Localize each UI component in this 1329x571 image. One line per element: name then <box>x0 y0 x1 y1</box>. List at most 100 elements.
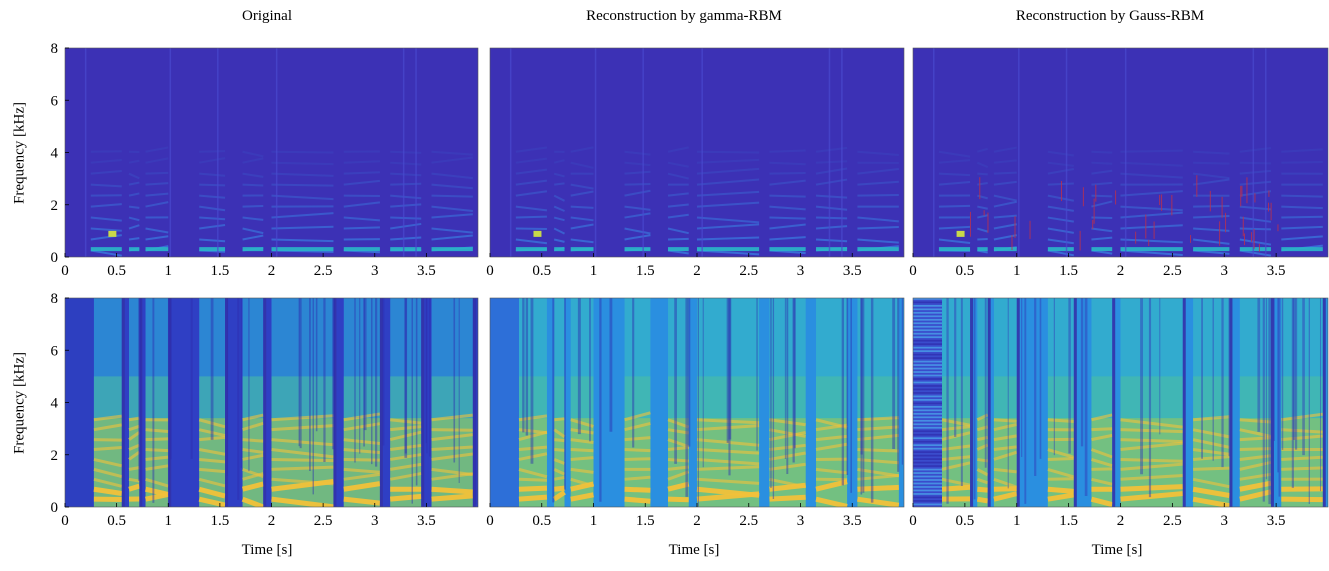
harmonic-line <box>343 179 381 186</box>
harmonic-line <box>431 183 473 190</box>
harmonic-line <box>199 457 226 464</box>
harmonic-line <box>1120 484 1183 492</box>
harmonic-line <box>1239 428 1272 438</box>
harmonic-line <box>1047 161 1074 167</box>
noise-stripe <box>913 385 943 387</box>
x-tick-label: 1.5 <box>1059 513 1078 529</box>
harmonic-line <box>667 227 689 235</box>
x-tick-label: 3 <box>1221 263 1229 279</box>
harmonic-line <box>515 190 548 197</box>
x-tick-label: 3 <box>371 263 379 279</box>
harmonic-line <box>145 201 169 208</box>
harmonic-line <box>977 457 988 463</box>
harmonic-line <box>1239 447 1271 452</box>
harmonic-line <box>554 417 565 422</box>
harmonic-line <box>696 477 760 485</box>
harmonic-line <box>1193 227 1230 232</box>
harmonic-line <box>145 464 169 471</box>
harmonic-line <box>128 224 140 230</box>
harmonic-line <box>696 167 760 175</box>
harmonic-line <box>624 182 651 186</box>
harmonic-line <box>1047 249 1074 257</box>
harmonic-line <box>90 234 122 241</box>
harmonic-line <box>343 448 381 455</box>
noise-stripe <box>913 381 943 384</box>
noise-stripe <box>913 426 943 429</box>
harmonic-line <box>1047 467 1075 479</box>
harmonic-line <box>1239 460 1272 471</box>
harmonic-line <box>128 216 140 222</box>
harmonic-line <box>553 238 565 243</box>
segment-gap <box>225 298 229 507</box>
harmonic-line <box>128 431 141 441</box>
harmonic-line <box>1047 457 1074 461</box>
harmonic-line <box>518 467 548 479</box>
harmonic-line <box>90 216 122 222</box>
harmonic-line <box>343 438 381 445</box>
harmonic-line <box>144 486 169 497</box>
harmonic-line <box>271 183 334 187</box>
harmonic-line <box>667 213 689 219</box>
noise-stripe <box>913 322 943 325</box>
x-tick-label: 2 <box>268 513 276 529</box>
harmonic-line <box>515 146 548 153</box>
harmonic-line <box>431 156 473 164</box>
x-tick-label: 3 <box>797 513 805 529</box>
harmonic-line <box>90 159 122 164</box>
harmonic-line <box>976 161 989 169</box>
harmonic-line <box>271 172 334 177</box>
harmonic-line <box>941 461 971 471</box>
harmonic-line <box>1091 433 1113 442</box>
harmonic-line <box>431 493 474 502</box>
harmonic-line <box>624 457 651 461</box>
harmonic-line <box>145 437 169 442</box>
harmonic-line <box>1091 427 1113 432</box>
x-tick-label: 2.5 <box>314 513 333 529</box>
x-tick-label: 3.5 <box>1267 263 1286 279</box>
x-tick-label: 2 <box>1117 513 1125 529</box>
harmonic-line <box>624 421 651 432</box>
noise-stripe <box>913 482 943 485</box>
harmonic-line <box>1047 492 1075 502</box>
noise-stripe <box>913 332 943 335</box>
harmonic-line <box>815 418 848 429</box>
harmonic-line <box>1091 150 1113 154</box>
y-tick-label: 6 <box>51 343 59 359</box>
harmonic-line <box>515 238 548 245</box>
harmonic-line <box>938 204 971 208</box>
segment-energy-low <box>624 418 651 507</box>
harmonic-line <box>389 430 422 442</box>
harmonic-line <box>1091 227 1113 233</box>
harmonic-line <box>1120 211 1183 219</box>
harmonic-line <box>1281 428 1323 434</box>
energy-peak <box>108 230 117 237</box>
spectrogram-background <box>913 48 1328 257</box>
spectrogram-panel-r1c2 <box>490 48 904 257</box>
harmonic-line <box>1193 466 1230 471</box>
harmonic-line <box>390 418 422 425</box>
harmonic-line <box>242 421 264 432</box>
y-tick-label: 8 <box>51 41 59 57</box>
harmonic-line <box>976 413 989 422</box>
harmonic-line <box>696 216 760 224</box>
harmonic-line <box>1120 462 1183 471</box>
harmonic-line <box>1192 477 1230 489</box>
noise-stripe <box>913 472 943 474</box>
segment-gap <box>1016 298 1020 507</box>
harmonic-line <box>624 170 651 175</box>
harmonic-line <box>696 190 760 197</box>
harmonic-line <box>145 428 169 433</box>
harmonic-line <box>993 445 1017 452</box>
harmonic-line <box>993 180 1017 186</box>
harmonic-line <box>553 159 565 164</box>
harmonic-line <box>667 446 689 452</box>
harmonic-line <box>696 223 760 230</box>
noise-stripe <box>913 496 943 499</box>
harmonic-line <box>242 234 264 241</box>
harmonic-line <box>242 467 264 478</box>
harmonic-line <box>271 238 334 243</box>
harmonic-line <box>938 225 971 230</box>
harmonic-line <box>271 477 334 486</box>
harmonic-line <box>518 494 548 502</box>
harmonic-line <box>145 171 169 175</box>
